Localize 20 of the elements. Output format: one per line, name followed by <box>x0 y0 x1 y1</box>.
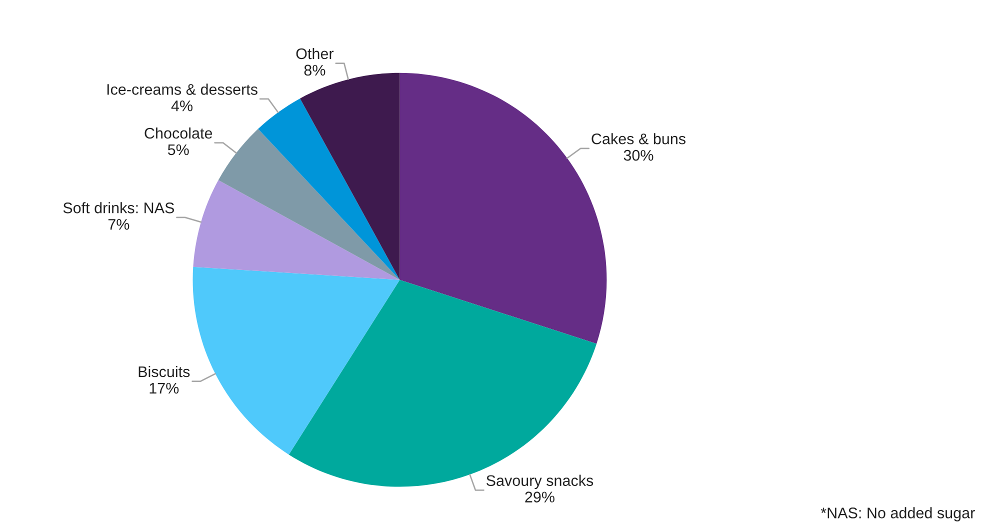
slice-label: Ice-creams & desserts <box>107 84 258 95</box>
pie-slice <box>192 266 400 455</box>
text: *NAS: No added sugar <box>820 507 975 522</box>
slice-label: Biscuits <box>138 366 190 378</box>
slice-label: Soft drinks: NAS <box>63 202 174 214</box>
data-label: 30% <box>624 150 654 161</box>
pie-slice <box>258 98 400 280</box>
pie-slice <box>288 280 597 487</box>
data-label: 17% <box>150 382 179 394</box>
slice-label: Savoury snacks <box>486 474 594 490</box>
slice-label: Other <box>296 48 334 60</box>
data-label: 5% <box>168 144 189 156</box>
data-label: 29% <box>525 492 554 502</box>
slice-label: Chocolate <box>144 127 212 139</box>
data-label: 8% <box>304 64 326 76</box>
data-label: 4% <box>171 100 193 112</box>
data-label: 7% <box>108 219 130 230</box>
pie-slice <box>218 128 400 280</box>
slice-label: Cakes & buns <box>592 133 686 144</box>
pie-slice <box>193 180 400 280</box>
